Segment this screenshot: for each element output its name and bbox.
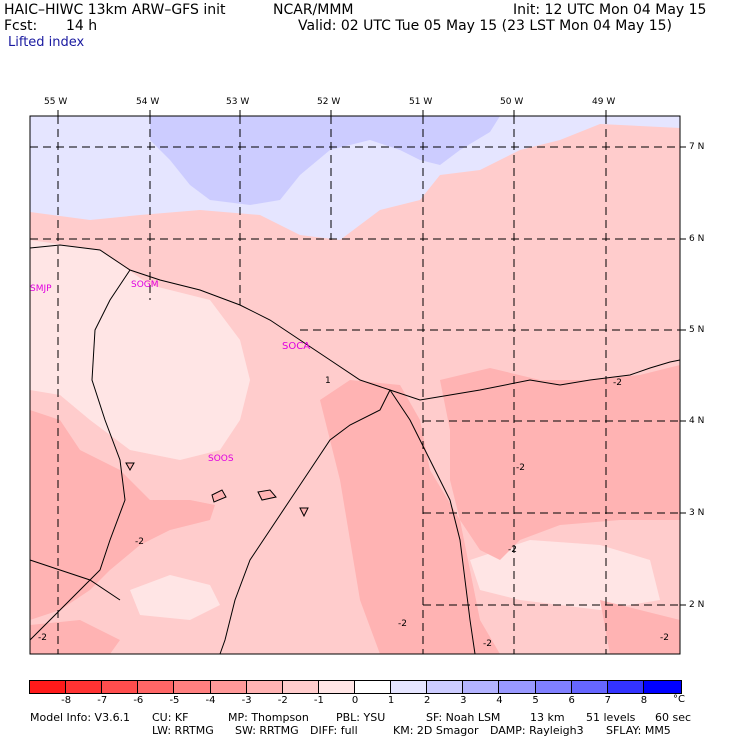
footer-item: KM: 2D Smagor (393, 724, 479, 737)
colorbar-cell (642, 680, 682, 694)
footer-item: SF: Noah LSM (426, 711, 501, 724)
colorbar-tick: -5 (169, 695, 180, 706)
lat-label: 5 N (689, 325, 705, 335)
blue-region-mid (150, 116, 500, 205)
colorbar-cell (498, 680, 538, 694)
lat-label: 3 N (689, 508, 705, 518)
colorbar-cell (245, 680, 285, 694)
footer-item: MP: Thompson (228, 711, 309, 724)
colorbar-cell (426, 680, 466, 694)
lon-label: 53 W (226, 97, 250, 107)
footer-item: 51 levels (586, 711, 636, 724)
colorbar-tick: -1 (313, 695, 324, 706)
lat-label: 7 N (689, 142, 705, 152)
contour-label: -2 (660, 633, 669, 643)
light-pink-region (30, 240, 250, 460)
lon-ticks (57, 110, 686, 606)
contour-label: -2 (398, 619, 407, 629)
colorbar-tick: 4 (496, 695, 503, 706)
init-time: Init: 12 UTC Mon 04 May 15 (513, 2, 707, 18)
colorbar-cell (390, 680, 430, 694)
lat-label: 2 N (689, 600, 705, 610)
footer-item: DIFF: full (310, 724, 358, 737)
blue-region-left (30, 116, 150, 205)
footer-item: LW: RRTMG (152, 724, 214, 737)
colorbar-cell (281, 680, 321, 694)
coastline (29, 244, 681, 655)
colorbar-tick: 5 (532, 695, 539, 706)
colorbar-tick: 7 (604, 695, 611, 706)
light-pink-south (130, 575, 220, 620)
colorbar-tick: 8 (640, 695, 648, 706)
med-pink-se (600, 600, 680, 654)
graticule (30, 116, 680, 654)
colorbar-cell (65, 680, 105, 694)
colorbar-tick: 0 (351, 695, 359, 706)
colorbar-tick: -2 (277, 695, 288, 706)
contour-label: -2 (135, 537, 144, 547)
colorbar-cell (317, 680, 357, 694)
colorbar-tick: -8 (61, 695, 72, 706)
colorbar-tick: -3 (241, 695, 252, 706)
fcst-label: Fcst: (4, 18, 38, 34)
lon-label: 49 W (592, 97, 616, 107)
colorbar-cell (354, 680, 393, 694)
colorbar-cell (173, 680, 213, 694)
light-pink-se (470, 540, 660, 610)
colorbar-cell (137, 680, 177, 694)
footer-item: DAMP: Rayleigh3 (490, 724, 584, 737)
station-label: SOGM (131, 280, 159, 290)
footer-item: CU: KF (152, 711, 189, 724)
field-name: Lifted index (8, 35, 85, 50)
colorbar-tick: 1 (387, 695, 395, 706)
colorbar-cell (534, 680, 574, 694)
colorbar-tick: -7 (97, 695, 108, 706)
lon-label: 55 W (44, 97, 68, 107)
lon-label: 52 W (317, 97, 341, 107)
colorbar-cell (570, 680, 610, 694)
station-label: SOCA (282, 341, 311, 352)
footer-item: 60 sec (655, 711, 692, 724)
med-pink-sw (30, 620, 120, 654)
lat-label: 4 N (689, 416, 705, 426)
station-label: SOOS (208, 454, 234, 464)
lat-label: 6 N (689, 234, 705, 244)
map-frame (29, 115, 681, 655)
contour-label: -2 (613, 378, 622, 388)
footer-item: SFLAY: MM5 (606, 724, 671, 737)
fcst-value: 14 h (66, 18, 98, 34)
contour-label: -2 (483, 639, 492, 649)
lon-label: 50 W (500, 97, 524, 107)
colorbar-tick: -4 (205, 695, 216, 706)
med-pink-central (320, 380, 500, 654)
colorbar-tick: 6 (568, 695, 575, 706)
contour-label: -2 (508, 545, 517, 555)
colorbar-cell (209, 680, 249, 694)
med-pink-west (30, 410, 215, 620)
center-label: NCAR/MMM (273, 2, 354, 18)
footer-item: 13 km (530, 711, 565, 724)
med-pink-east (440, 365, 680, 560)
colorbar-tick: -6 (133, 695, 144, 706)
contour-label: -2 (516, 463, 525, 473)
contour-label: -2 (38, 633, 47, 643)
colorbar-tick: 2 (424, 695, 431, 706)
colorbar-cell (29, 680, 68, 694)
contour-label: 1 (325, 376, 331, 386)
colorbar-cell (606, 680, 646, 694)
lon-label: 54 W (136, 97, 160, 107)
lon-label: 51 W (409, 97, 433, 107)
footer-item: Model Info: V3.6.1 (30, 711, 131, 724)
station-label: SMJP (30, 284, 52, 294)
model-title: HAIC–HIWC 13km ARW–GFS init (4, 2, 226, 18)
footer-item: SW: RRTMG (235, 724, 299, 737)
colorbar-cell (101, 680, 141, 694)
colorbar-tick: 3 (460, 695, 467, 706)
footer-item: PBL: YSU (336, 711, 386, 724)
colorbar-unit: °C (673, 694, 685, 705)
colorbar-cell (462, 680, 502, 694)
valid-time: Valid: 02 UTC Tue 05 May 15 (23 LST Mon … (298, 18, 672, 34)
